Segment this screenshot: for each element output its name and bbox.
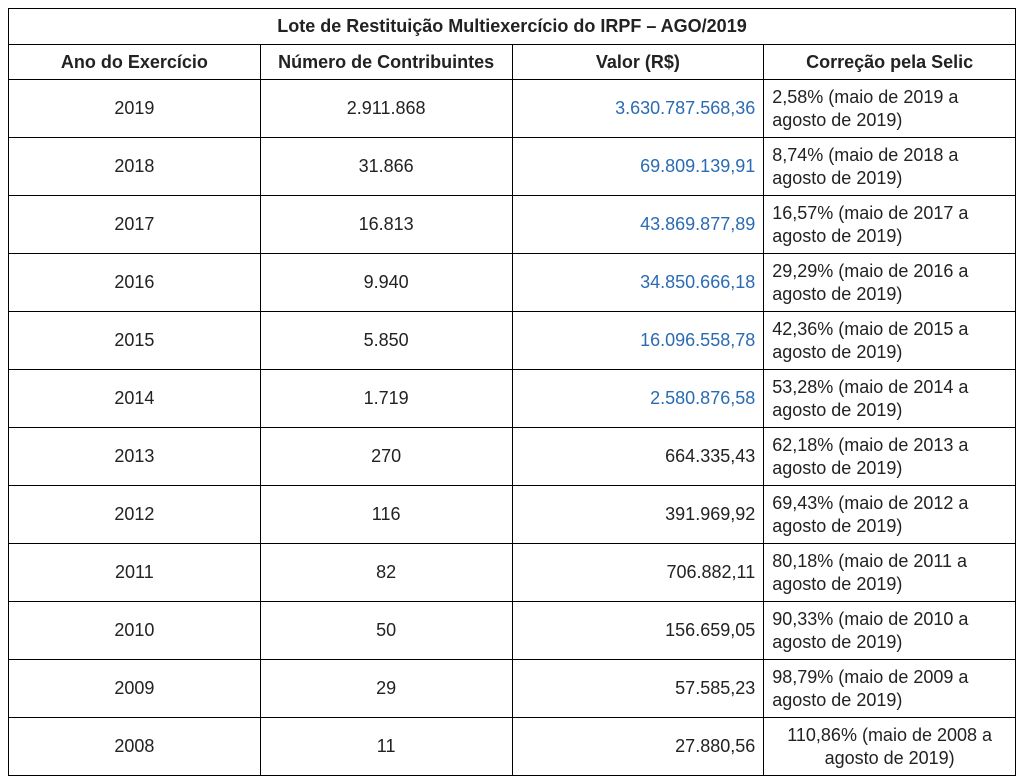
cell-num: 1.719 xyxy=(260,370,512,428)
cell-ano: 2012 xyxy=(9,486,261,544)
col-header-num: Número de Contribuintes xyxy=(260,44,512,80)
cell-valor[interactable]: 34.850.666,18 xyxy=(512,254,764,312)
table-body: 20192.911.8683.630.787.568,362,58% (maio… xyxy=(9,80,1016,776)
cell-ano: 2009 xyxy=(9,660,261,718)
col-header-ano: Ano do Exercício xyxy=(9,44,261,80)
cell-ano: 2010 xyxy=(9,602,261,660)
cell-selic: 2,58% (maio de 2019 a agosto de 2019) xyxy=(764,80,1016,138)
cell-num: 11 xyxy=(260,718,512,776)
cell-selic: 98,79% (maio de 2009 a agosto de 2019) xyxy=(764,660,1016,718)
cell-ano: 2018 xyxy=(9,138,261,196)
cell-ano: 2015 xyxy=(9,312,261,370)
cell-ano: 2011 xyxy=(9,544,261,602)
cell-selic: 42,36% (maio de 2015 a agosto de 2019) xyxy=(764,312,1016,370)
cell-valor: 27.880,56 xyxy=(512,718,764,776)
cell-valor: 57.585,23 xyxy=(512,660,764,718)
cell-selic: 90,33% (maio de 2010 a agosto de 2019) xyxy=(764,602,1016,660)
cell-valor[interactable]: 43.869.877,89 xyxy=(512,196,764,254)
table-row: 20169.94034.850.666,1829,29% (maio de 20… xyxy=(9,254,1016,312)
cell-ano: 2008 xyxy=(9,718,261,776)
table-row: 2013270664.335,4362,18% (maio de 2013 a … xyxy=(9,428,1016,486)
cell-num: 31.866 xyxy=(260,138,512,196)
cell-selic: 80,18% (maio de 2011 a agosto de 2019) xyxy=(764,544,1016,602)
col-header-valor: Valor (R$) xyxy=(512,44,764,80)
cell-selic: 8,74% (maio de 2018 a agosto de 2019) xyxy=(764,138,1016,196)
cell-valor: 664.335,43 xyxy=(512,428,764,486)
cell-ano: 2017 xyxy=(9,196,261,254)
cell-num: 82 xyxy=(260,544,512,602)
cell-ano: 2016 xyxy=(9,254,261,312)
table-row: 201050156.659,0590,33% (maio de 2010 a a… xyxy=(9,602,1016,660)
cell-num: 29 xyxy=(260,660,512,718)
cell-ano: 2019 xyxy=(9,80,261,138)
title-row: Lote de Restituição Multiexercício do IR… xyxy=(9,9,1016,45)
cell-valor: 156.659,05 xyxy=(512,602,764,660)
cell-valor: 706.882,11 xyxy=(512,544,764,602)
cell-valor: 391.969,92 xyxy=(512,486,764,544)
table-row: 201182706.882,1180,18% (maio de 2011 a a… xyxy=(9,544,1016,602)
cell-num: 116 xyxy=(260,486,512,544)
cell-valor[interactable]: 2.580.876,58 xyxy=(512,370,764,428)
cell-selic: 62,18% (maio de 2013 a agosto de 2019) xyxy=(764,428,1016,486)
table-row: 201716.81343.869.877,8916,57% (maio de 2… xyxy=(9,196,1016,254)
cell-num: 16.813 xyxy=(260,196,512,254)
cell-selic: 16,57% (maio de 2017 a agosto de 2019) xyxy=(764,196,1016,254)
header-row: Ano do Exercício Número de Contribuintes… xyxy=(9,44,1016,80)
table-row: 20081127.880,56110,86% (maio de 2008 a a… xyxy=(9,718,1016,776)
restitution-table: Lote de Restituição Multiexercício do IR… xyxy=(8,8,1016,776)
table-row: 20092957.585,2398,79% (maio de 2009 a ag… xyxy=(9,660,1016,718)
cell-valor[interactable]: 3.630.787.568,36 xyxy=(512,80,764,138)
cell-num: 9.940 xyxy=(260,254,512,312)
table-row: 20141.7192.580.876,5853,28% (maio de 201… xyxy=(9,370,1016,428)
table-row: 201831.86669.809.139,918,74% (maio de 20… xyxy=(9,138,1016,196)
cell-num: 50 xyxy=(260,602,512,660)
cell-num: 5.850 xyxy=(260,312,512,370)
col-header-selic: Correção pela Selic xyxy=(764,44,1016,80)
cell-valor[interactable]: 16.096.558,78 xyxy=(512,312,764,370)
table-title: Lote de Restituição Multiexercício do IR… xyxy=(9,9,1016,45)
cell-valor[interactable]: 69.809.139,91 xyxy=(512,138,764,196)
table-row: 2012116391.969,9269,43% (maio de 2012 a … xyxy=(9,486,1016,544)
cell-num: 2.911.868 xyxy=(260,80,512,138)
cell-num: 270 xyxy=(260,428,512,486)
cell-selic: 110,86% (maio de 2008 a agosto de 2019) xyxy=(764,718,1016,776)
cell-selic: 29,29% (maio de 2016 a agosto de 2019) xyxy=(764,254,1016,312)
cell-ano: 2013 xyxy=(9,428,261,486)
cell-ano: 2014 xyxy=(9,370,261,428)
cell-selic: 53,28% (maio de 2014 a agosto de 2019) xyxy=(764,370,1016,428)
table-row: 20155.85016.096.558,7842,36% (maio de 20… xyxy=(9,312,1016,370)
table-row: 20192.911.8683.630.787.568,362,58% (maio… xyxy=(9,80,1016,138)
cell-selic: 69,43% (maio de 2012 a agosto de 2019) xyxy=(764,486,1016,544)
